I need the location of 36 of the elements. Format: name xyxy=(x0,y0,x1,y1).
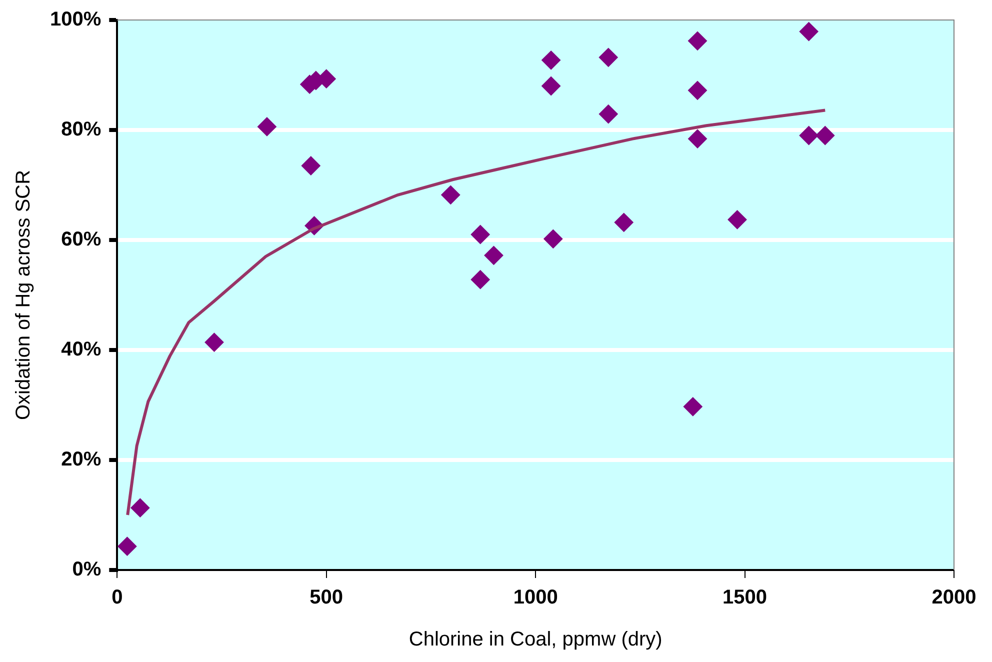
point xyxy=(688,129,708,148)
point xyxy=(130,498,150,518)
x-tick-label: 0 xyxy=(112,586,123,609)
point xyxy=(118,536,137,556)
point xyxy=(301,156,320,176)
point xyxy=(816,126,835,145)
y-tick-label: 80% xyxy=(61,118,102,141)
point xyxy=(484,246,504,265)
point xyxy=(728,210,747,230)
point xyxy=(441,185,460,204)
y-tick-label: 20% xyxy=(61,448,102,471)
point xyxy=(470,225,490,244)
x-tick-label: 2000 xyxy=(932,586,976,609)
point xyxy=(598,48,618,67)
point xyxy=(683,397,702,416)
point xyxy=(598,104,618,124)
x-tick-label: 1500 xyxy=(722,586,768,609)
y-tick-label: 100% xyxy=(50,8,102,31)
y-axis-title: Oxidation of Hg across SCR xyxy=(12,170,35,420)
x-tick-label: 1000 xyxy=(513,586,558,609)
point xyxy=(470,270,490,290)
point xyxy=(542,50,561,70)
point xyxy=(544,229,563,248)
y-tick-label: 60% xyxy=(61,228,102,251)
point xyxy=(799,126,818,145)
point xyxy=(257,117,276,136)
point xyxy=(688,31,708,50)
point xyxy=(614,212,634,232)
point xyxy=(542,76,561,96)
y-tick-label: 0% xyxy=(72,558,102,581)
point xyxy=(799,22,818,42)
point xyxy=(204,332,224,352)
x-tick-label: 500 xyxy=(310,586,344,609)
point xyxy=(688,80,708,100)
x-axis-title: Chlorine in Coal, ppmw (dry) xyxy=(408,628,662,651)
y-tick-label: 40% xyxy=(61,338,102,361)
